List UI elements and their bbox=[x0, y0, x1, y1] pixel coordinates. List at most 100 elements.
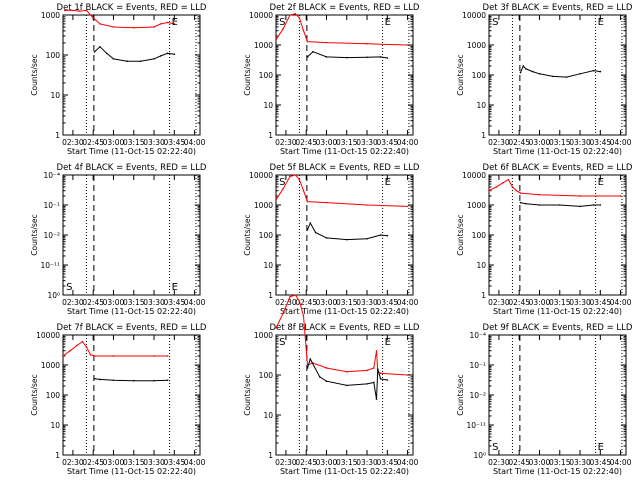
y-tick-label: 10000 bbox=[462, 171, 486, 180]
events-data-point bbox=[366, 237, 368, 240]
x-tick-label: 02:30 bbox=[275, 138, 297, 147]
x-tick-label: 02:30 bbox=[62, 298, 84, 307]
x-tick-label: 02:30 bbox=[275, 458, 297, 467]
y-axis-label: Counts/sec bbox=[243, 54, 252, 95]
x-tick-label: 03:15 bbox=[549, 298, 571, 307]
y-tick-label: 1000 bbox=[41, 361, 60, 370]
x-tick-label: 03:00 bbox=[103, 298, 125, 307]
events-data-point bbox=[93, 377, 96, 380]
x-tick-label: 04:00 bbox=[610, 138, 632, 147]
lld-series-line bbox=[275, 13, 408, 46]
x-tick-label: 02:45 bbox=[508, 138, 530, 147]
x-tick-label: 03:45 bbox=[590, 138, 612, 147]
x-tick-label: 03:00 bbox=[316, 458, 338, 467]
lld-data-point bbox=[325, 201, 328, 204]
lld-data-point bbox=[294, 12, 297, 15]
y-tick-label: 100 bbox=[46, 51, 61, 60]
plot-frame bbox=[488, 334, 627, 456]
panel-title: Det 1f BLACK = Events, RED = LLD bbox=[57, 3, 207, 13]
x-tick-label: 03:45 bbox=[164, 458, 186, 467]
end-marker: E bbox=[598, 17, 604, 28]
lld-data-point bbox=[275, 38, 277, 41]
x-tick-label: 03:15 bbox=[336, 138, 358, 147]
detector-panel: Det 8f BLACK = Events, RED = LLD11010010… bbox=[243, 294, 420, 476]
events-data-point bbox=[325, 380, 328, 382]
lld-data-point bbox=[99, 23, 101, 25]
lld-data-point bbox=[64, 9, 66, 12]
y-tick-label: 10⁻¹ bbox=[469, 361, 486, 370]
x-tick-label: 02:30 bbox=[62, 458, 84, 467]
events-data-point bbox=[99, 46, 101, 48]
lld-series-line bbox=[488, 178, 621, 197]
x-tick-label: 03:15 bbox=[123, 298, 145, 307]
lld-series-line bbox=[64, 9, 175, 29]
lld-data-point bbox=[166, 21, 169, 24]
y-tick-label: 100 bbox=[259, 231, 274, 240]
x-tick-label: 03:45 bbox=[164, 298, 186, 307]
y-tick-label: 10⁰ bbox=[47, 291, 60, 300]
lld-data-point bbox=[89, 353, 92, 356]
y-tick-label: 1000 bbox=[254, 331, 273, 340]
events-data-point bbox=[558, 204, 561, 206]
x-axis-label: Start Time (11-Oct-15 02:22:40) bbox=[493, 467, 622, 476]
events-data-point bbox=[345, 384, 348, 387]
x-axis-label: Start Time (11-Oct-15 02:22:40) bbox=[493, 147, 622, 156]
lld-data-point bbox=[282, 312, 285, 315]
x-axis-label: Start Time (11-Oct-15 02:22:40) bbox=[67, 147, 196, 156]
events-data-point bbox=[112, 379, 115, 382]
lld-data-point bbox=[282, 187, 285, 190]
lld-data-point bbox=[92, 17, 94, 19]
lld-data-point bbox=[379, 372, 382, 375]
lld-data-point bbox=[294, 174, 297, 176]
detector-panel: Det 3f BLACK = Events, RED = LLD 1 10 100 10… bbox=[456, 3, 633, 156]
x-tick-label: 03:15 bbox=[549, 458, 571, 467]
events-data-point bbox=[599, 204, 602, 206]
x-tick-label: 02:30 bbox=[488, 298, 510, 307]
lld-data-point bbox=[511, 186, 514, 188]
events-data-point bbox=[325, 56, 328, 58]
y-tick-label: 1000 bbox=[254, 201, 273, 210]
lld-data-point bbox=[302, 189, 305, 192]
lld-data-point bbox=[579, 195, 581, 197]
y-tick-label: 1 bbox=[268, 131, 273, 140]
events-data-point bbox=[309, 358, 312, 360]
x-tick-label: 02:45 bbox=[508, 458, 530, 467]
y-axis-label: Counts/sec bbox=[456, 214, 465, 255]
y-tick-label: 10⁻⁴ bbox=[469, 331, 486, 340]
x-axis-label: Start Time (11-Oct-15 02:22:40) bbox=[280, 307, 409, 316]
start-marker: S bbox=[492, 17, 498, 28]
plot-frame bbox=[275, 174, 414, 296]
lld-data-point bbox=[372, 367, 375, 369]
events-data-point bbox=[166, 379, 169, 382]
x-tick-label: 03:00 bbox=[316, 298, 338, 307]
lld-data-point bbox=[306, 200, 309, 203]
lld-data-point bbox=[76, 344, 78, 347]
x-tick-label: 04:00 bbox=[397, 298, 419, 307]
y-axis-label: Counts/sec bbox=[456, 374, 465, 415]
lld-data-point bbox=[153, 355, 155, 357]
lld-data-point bbox=[619, 195, 622, 197]
events-data-point bbox=[159, 55, 162, 57]
lld-data-point bbox=[81, 340, 84, 343]
x-tick-label: 03:15 bbox=[123, 458, 145, 467]
plot-frame bbox=[275, 14, 414, 136]
end-marker: E bbox=[172, 17, 178, 28]
events-data-point bbox=[366, 383, 368, 385]
plot-frame bbox=[62, 334, 201, 456]
lld-data-point bbox=[495, 186, 498, 188]
panel-title: Det 3f BLACK = Events, RED = LLD bbox=[483, 3, 633, 13]
lld-data-point bbox=[132, 26, 135, 29]
lld-data-point bbox=[72, 9, 74, 12]
x-tick-label: 03:15 bbox=[336, 298, 358, 307]
x-tick-label: 03:00 bbox=[529, 138, 551, 147]
detector-panel: Det 4f BLACK = Events, RED = LLD 10⁰ 10⁻¹¹… bbox=[30, 163, 207, 316]
y-tick-label: 1 bbox=[268, 291, 273, 300]
lld-data-point bbox=[93, 355, 96, 357]
events-data-point bbox=[592, 204, 595, 206]
x-tick-label: 03:15 bbox=[549, 138, 571, 147]
events-data-point bbox=[579, 205, 581, 208]
y-tick-label: 10⁻⁴ bbox=[43, 171, 60, 180]
events-data-point bbox=[132, 379, 135, 382]
x-tick-label: 04:00 bbox=[184, 138, 206, 147]
detector-panel: Det 1f BLACK = Events, RED = LLD 1 10 100 10… bbox=[30, 3, 207, 156]
